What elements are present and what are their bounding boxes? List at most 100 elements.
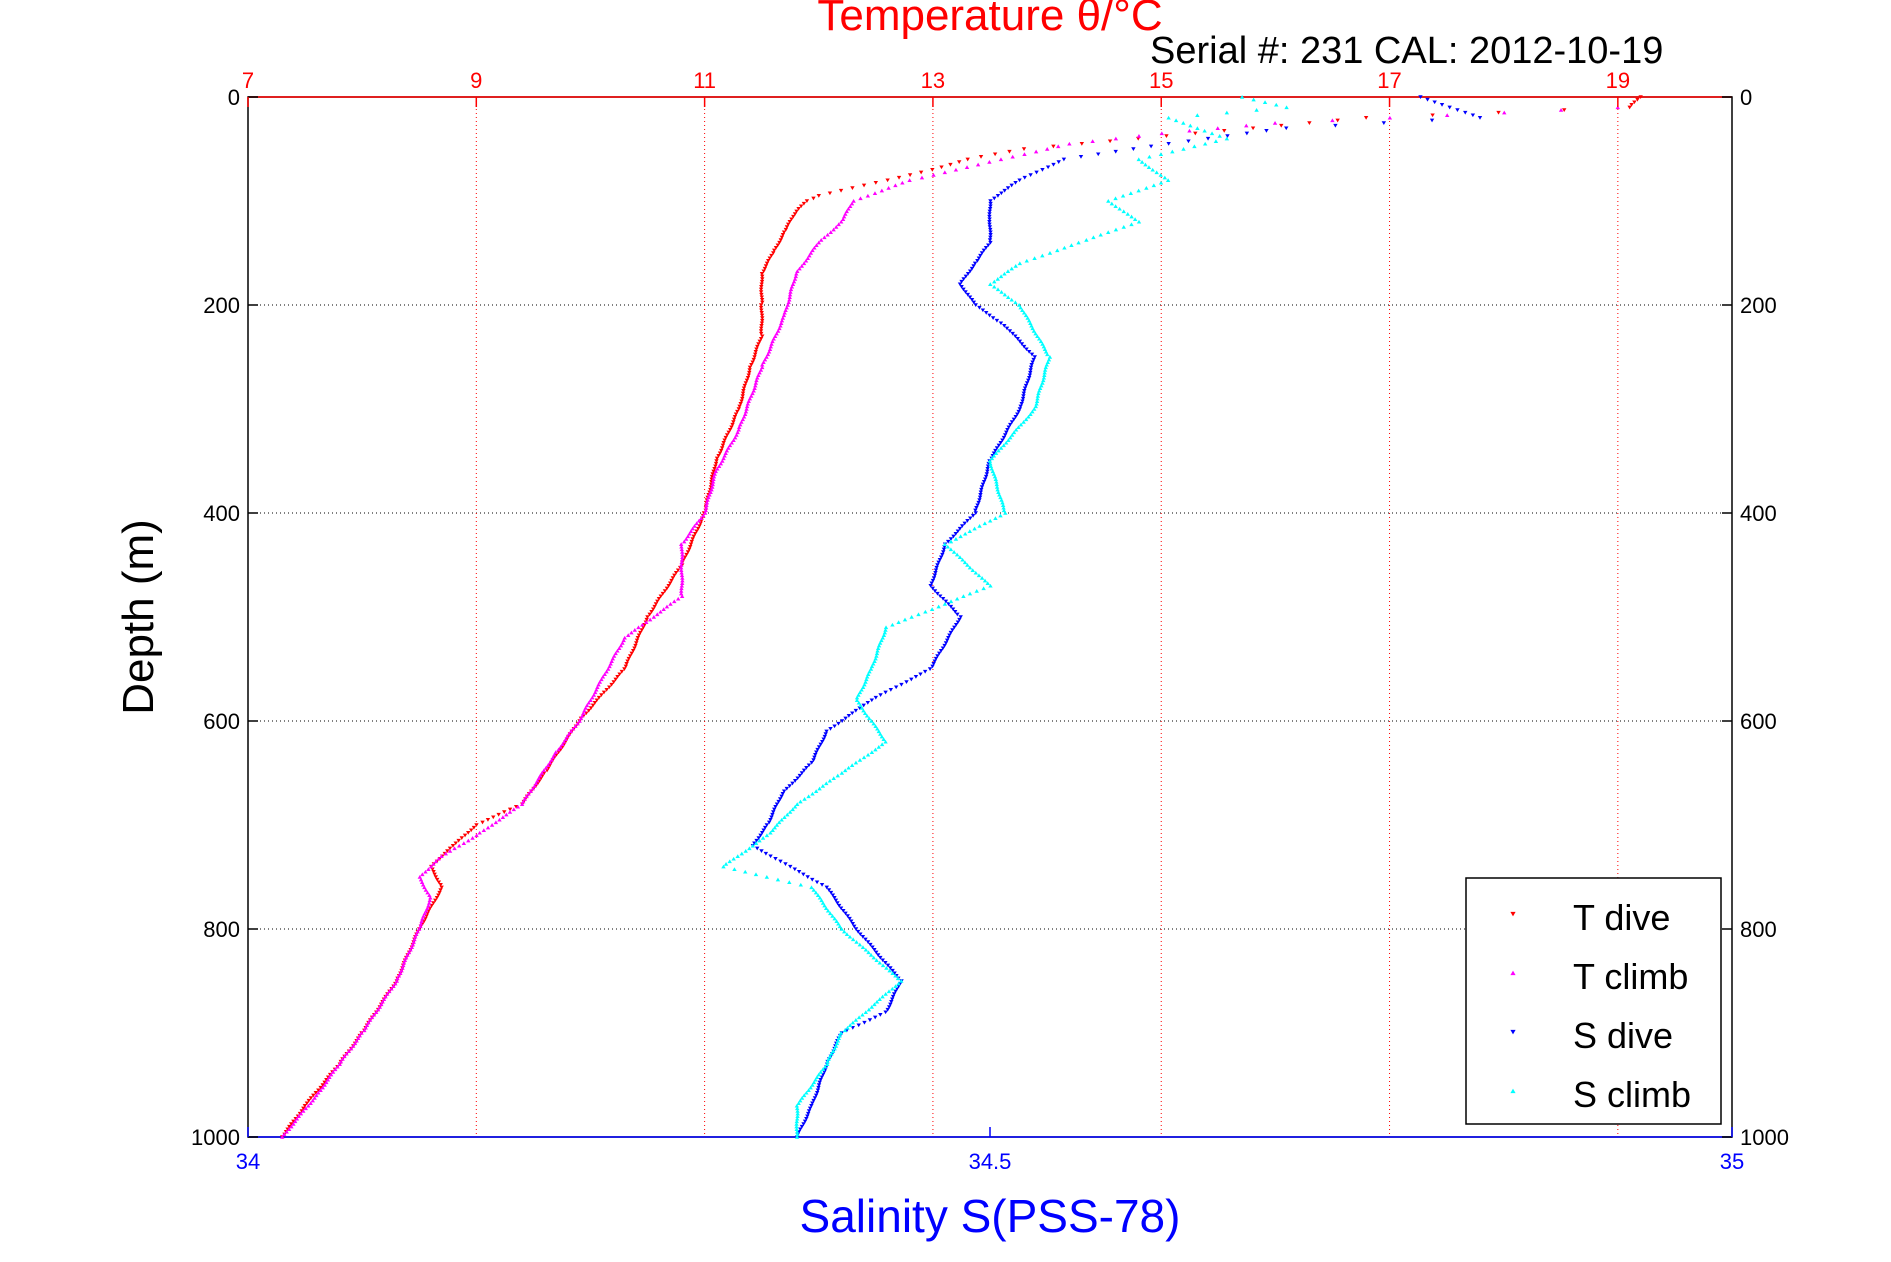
data-point	[995, 194, 1001, 198]
data-point	[849, 919, 854, 924]
data-point	[830, 893, 836, 898]
data-point	[928, 584, 933, 588]
data-point	[789, 217, 794, 222]
data-point	[439, 885, 444, 890]
data-point	[804, 1117, 809, 1121]
data-point	[835, 901, 840, 905]
data-point	[391, 984, 396, 988]
data-point	[1562, 108, 1567, 112]
data-point	[948, 537, 954, 541]
data-point	[1209, 131, 1215, 136]
data-point	[975, 503, 980, 508]
data-point	[882, 630, 888, 635]
data-point	[661, 607, 666, 611]
data-point	[651, 615, 657, 619]
data-point	[714, 459, 719, 463]
data-point	[739, 420, 744, 424]
data-point	[822, 903, 827, 908]
data-point	[854, 698, 860, 702]
data-point	[420, 872, 425, 877]
data-point	[558, 747, 563, 752]
data-point	[1158, 180, 1164, 185]
data-point	[296, 1114, 302, 1118]
data-point	[790, 807, 795, 812]
data-point	[758, 329, 764, 333]
data-point	[863, 937, 868, 942]
data-point	[858, 932, 863, 937]
data-point	[759, 331, 764, 336]
data-point	[354, 1038, 359, 1043]
data-point	[330, 1070, 336, 1074]
data-point	[1387, 115, 1393, 120]
data-point	[779, 817, 784, 822]
data-point	[732, 867, 737, 871]
data-point	[805, 1114, 810, 1119]
data-point	[1113, 196, 1118, 201]
data-point	[431, 862, 436, 866]
data-point	[1001, 443, 1006, 448]
data-point	[715, 466, 720, 471]
data-point	[730, 422, 735, 427]
data-point	[988, 464, 994, 468]
data-point	[328, 1072, 334, 1077]
data-point	[842, 929, 847, 934]
data-point	[871, 661, 876, 666]
data-point	[1026, 350, 1032, 354]
data-point	[780, 792, 785, 796]
data-point	[1019, 342, 1025, 346]
data-point	[1477, 116, 1483, 120]
data-point	[586, 700, 591, 705]
data-point	[950, 628, 955, 632]
data-point	[796, 1130, 802, 1134]
data-point	[485, 825, 491, 830]
data-point	[420, 882, 426, 887]
data-point	[1117, 206, 1122, 211]
data-point	[688, 545, 693, 549]
data-point	[1166, 142, 1171, 146]
data-point	[757, 339, 762, 344]
data-point	[752, 352, 758, 357]
data-point	[795, 1106, 800, 1111]
data-point	[779, 318, 785, 323]
data-point	[466, 831, 471, 835]
data-point	[734, 433, 739, 437]
data-point	[889, 1000, 894, 1004]
data-point	[745, 401, 751, 406]
data-point	[1030, 360, 1035, 365]
data-point	[907, 173, 913, 177]
data-point	[978, 490, 984, 495]
data-point	[543, 765, 549, 770]
data-point	[972, 526, 977, 531]
data-point	[649, 610, 654, 614]
data-point	[1044, 362, 1049, 367]
data-point	[401, 960, 407, 965]
data-point	[1162, 175, 1168, 180]
data-point	[1023, 313, 1029, 318]
data-point	[690, 526, 695, 531]
data-point	[864, 677, 869, 682]
data-point	[352, 1041, 358, 1046]
data-point	[865, 752, 871, 757]
data-point	[633, 643, 638, 648]
data-point	[558, 745, 563, 749]
data-point	[1007, 149, 1012, 154]
data-point	[978, 493, 983, 497]
data-point	[316, 1090, 321, 1095]
data-point	[586, 708, 591, 713]
data-point	[670, 576, 676, 580]
data-point	[560, 745, 565, 749]
temperature-tick-label: 15	[1149, 68, 1173, 93]
data-point	[1144, 186, 1149, 190]
data-point	[760, 300, 765, 305]
data-point	[431, 901, 436, 905]
data-point	[857, 758, 863, 762]
data-point	[535, 778, 540, 783]
data-point	[679, 594, 685, 598]
data-point	[948, 630, 954, 635]
data-point	[1041, 378, 1046, 383]
data-point	[731, 420, 736, 424]
data-point	[847, 1023, 853, 1027]
data-point	[737, 425, 742, 429]
data-point	[679, 547, 684, 552]
